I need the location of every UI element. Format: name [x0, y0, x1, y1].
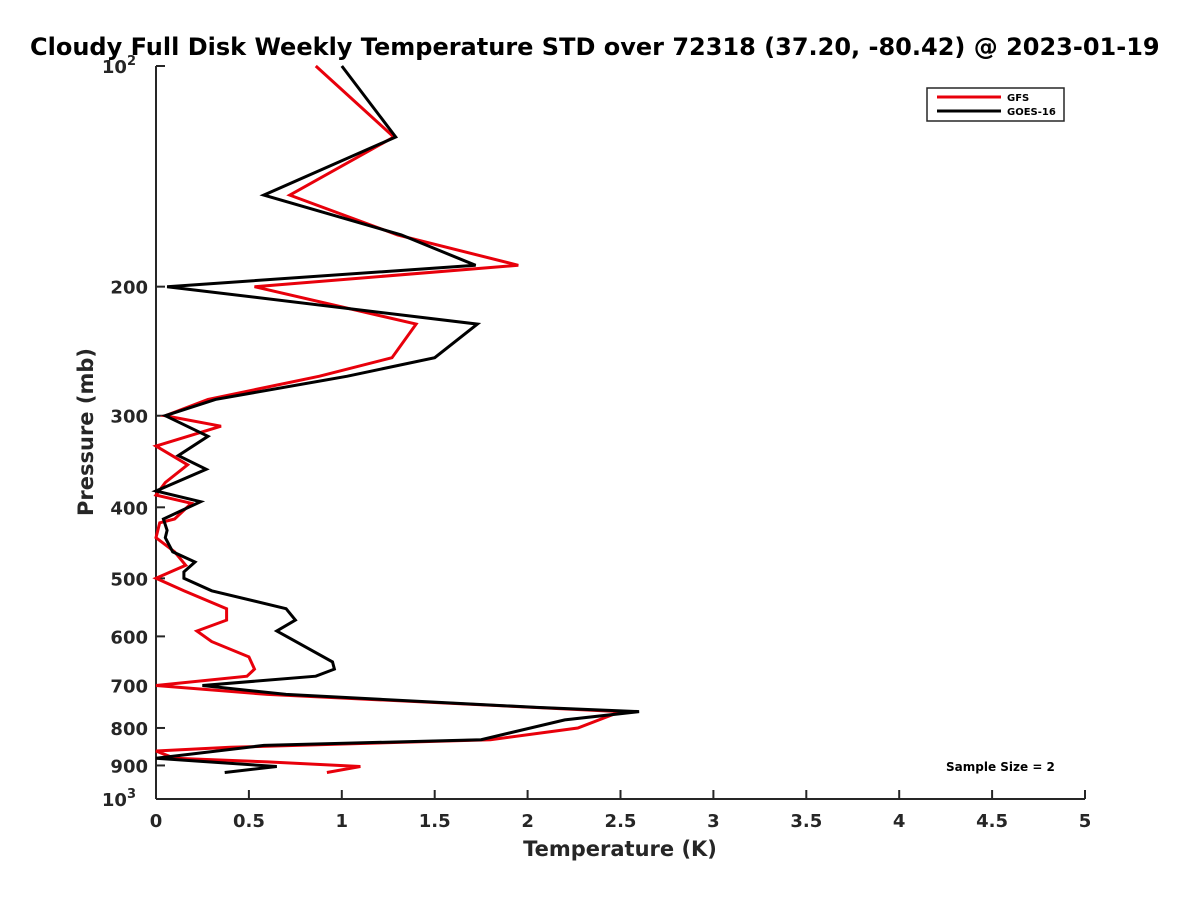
x-tick-label: 0.5: [233, 811, 265, 832]
x-tick-label: 3: [707, 811, 720, 832]
y-tick-label: 103: [102, 787, 136, 811]
y-tick-label: 500: [110, 569, 148, 590]
x-tick-label: 2: [521, 811, 534, 832]
series-line-gfs: [152, 64, 622, 774]
x-tick-label: 5: [1079, 811, 1092, 832]
x-axis-label: Temperature (K): [523, 837, 717, 861]
chart-title: Cloudy Full Disk Weekly Temperature STD …: [30, 33, 1160, 61]
x-tick-label: 4.5: [976, 811, 1008, 832]
y-axis-label: Pressure (mb): [74, 348, 98, 516]
legend-box: [926, 87, 1065, 122]
axes: 0 0.5 1 1.5 2 2.5 3 3.5 4 4.5 5 102 200 300 400 500 600 7…: [102, 54, 1091, 832]
x-tick-label: 4: [893, 811, 906, 832]
series-layer: [151, 64, 640, 774]
sample-size-annotation: Sample Size = 2: [946, 760, 1055, 774]
y-tick-label: 600: [110, 627, 148, 648]
x-tick-label: 3.5: [790, 811, 822, 832]
y-tick-label: 900: [110, 756, 148, 777]
legend: GFS GOES-16: [926, 87, 1065, 122]
x-tick-label: 2.5: [605, 811, 637, 832]
series-line-goes-16: [151, 65, 640, 774]
plot-area: [156, 66, 1085, 799]
y-tick-label: 400: [110, 498, 148, 519]
x-tick-label: 1: [336, 811, 349, 832]
y-tick-label: 200: [110, 278, 148, 299]
legend-label: GFS: [1007, 93, 1029, 104]
y-tick-label: 700: [110, 676, 148, 697]
y-tick-label: 102: [102, 54, 136, 78]
x-tick-label: 0: [150, 811, 163, 832]
x-tick-label: 1.5: [419, 811, 451, 832]
y-tick-label: 300: [110, 407, 148, 428]
legend-label: GOES-16: [1007, 107, 1056, 118]
y-tick-label: 800: [110, 719, 148, 740]
